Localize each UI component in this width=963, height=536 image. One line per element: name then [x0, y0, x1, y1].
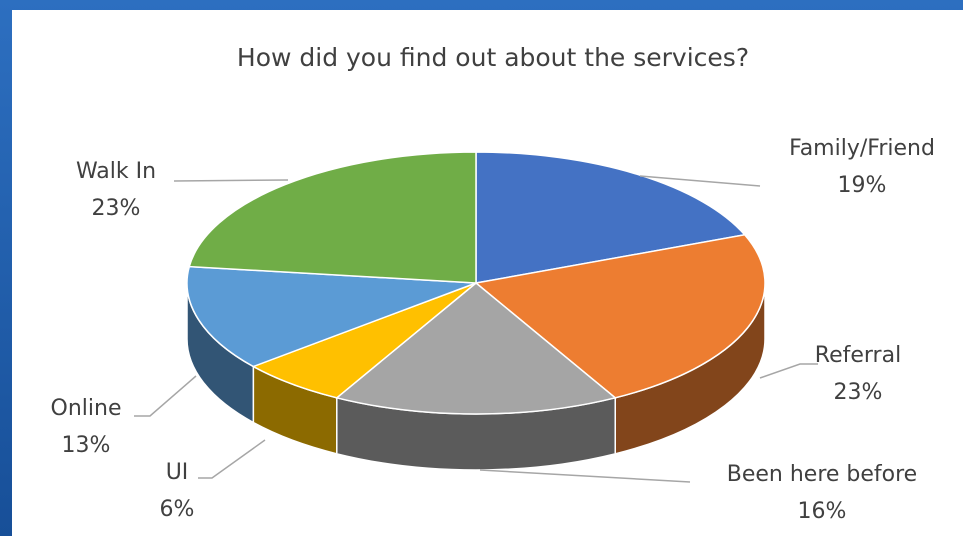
pie-slice-walk-in — [188, 151, 477, 284]
leader-line — [759, 363, 818, 379]
slice-label: Referral — [815, 343, 901, 368]
slice-label: UI — [166, 460, 189, 485]
pie-slice-online — [186, 265, 477, 368]
pie-slice-referral — [474, 233, 766, 399]
leader-line — [479, 469, 691, 483]
slice-percent-label: 23% — [92, 196, 141, 221]
pie-sides — [186, 282, 766, 471]
leader-line — [639, 175, 761, 187]
slice-percent-label: 23% — [834, 380, 883, 405]
slice-percent-label: 6% — [160, 497, 195, 522]
leader-line — [173, 179, 289, 182]
slice-percent-label: 13% — [62, 433, 111, 458]
leader-lines — [134, 175, 818, 483]
slice-label: Online — [51, 396, 122, 421]
slice-label: Been here before — [727, 462, 917, 487]
data-labels: Family/Friend 19% Referral 23% Been here bef… — [51, 136, 935, 524]
slice-label: Walk In — [76, 159, 156, 184]
slice-percent-label: 16% — [798, 499, 847, 524]
slice-label: Family/Friend — [789, 136, 935, 161]
leader-line — [134, 375, 197, 417]
slice-percent-label: 19% — [838, 173, 887, 198]
leader-line — [198, 439, 266, 479]
pie-tops — [186, 151, 766, 415]
chart-title: How did you find out about the services? — [237, 43, 749, 72]
pie-slice-family-friend — [475, 151, 747, 284]
pie-slice-been-here-before — [335, 282, 617, 415]
